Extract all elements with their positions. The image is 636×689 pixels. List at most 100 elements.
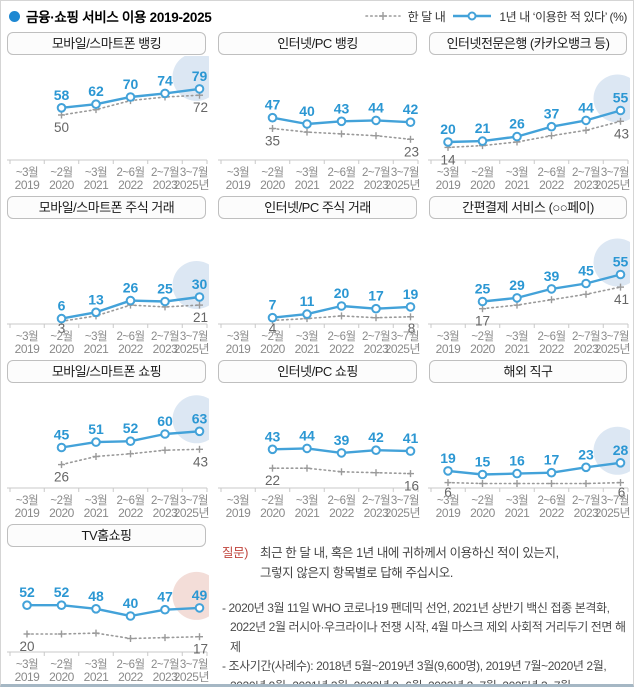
svg-text:~3월: ~3월 [437, 330, 459, 343]
svg-text:2020: 2020 [49, 670, 75, 684]
svg-text:2023: 2023 [152, 178, 178, 192]
svg-text:3~7월: 3~7월 [601, 494, 629, 507]
chart-card-mobile-shopping: 모바일/스마트폰 쇼핑 45 51 52 60 63 26 43 ~3월 ~2월 ~3월 2~6월 2… [1, 357, 212, 521]
chart-title: 모바일/스마트폰 주식 거래 [7, 196, 206, 219]
svg-text:2020: 2020 [470, 342, 496, 356]
svg-text:14: 14 [440, 152, 456, 167]
svg-text:3~7월: 3~7월 [601, 330, 629, 343]
svg-text:28: 28 [613, 442, 629, 458]
svg-text:3~7월: 3~7월 [390, 330, 418, 343]
chart-title: 인터넷/PC 주식 거래 [218, 196, 417, 219]
svg-text:25: 25 [475, 281, 491, 297]
svg-text:2023: 2023 [574, 178, 600, 192]
svg-text:60: 60 [157, 413, 173, 429]
chart-card-internet-only-bank: 인터넷전문은행 (카카오뱅크 등) 20 21 26 37 44 55 14 43 ~3월 ~2월… [423, 29, 633, 193]
svg-text:~2월: ~2월 [471, 330, 493, 343]
note-line: 2020년 9월~2021년 3월, 2022년 2~6월, 2023년 2~7… [230, 678, 571, 687]
svg-text:55: 55 [613, 254, 629, 270]
legend-label-month: 한 달 내 [407, 9, 446, 24]
svg-text:3~7월: 3~7월 [390, 494, 418, 507]
svg-text:~3월: ~3월 [15, 658, 37, 671]
svg-text:62: 62 [88, 83, 104, 99]
svg-text:2019: 2019 [436, 506, 462, 520]
svg-text:2~6월: 2~6월 [327, 166, 355, 179]
svg-text:2020: 2020 [260, 178, 286, 192]
svg-text:39: 39 [333, 432, 349, 448]
chart-plot-easy-payment: 25 29 39 45 55 17 41 ~3월 ~2월 ~3월 2~6월 2~7월 3~7월 2019 2… [428, 238, 630, 356]
svg-text:2021: 2021 [294, 342, 320, 356]
svg-text:26: 26 [53, 470, 68, 485]
svg-text:2~7월: 2~7월 [572, 166, 600, 179]
svg-text:~2월: ~2월 [261, 494, 283, 507]
svg-text:~2월: ~2월 [261, 330, 283, 343]
svg-text:2021: 2021 [83, 670, 109, 684]
svg-text:20: 20 [19, 639, 34, 654]
chart-plot-mobile-stock: 6 13 26 25 30 3 21 ~3월 ~2월 ~3월 2~6월 2~7월 3~7월 2019 202… [6, 261, 209, 356]
chart-card-overseas-direct-purchase: 해외 직구 19 15 16 17 23 28 6 6 ~3월 ~2월 ~3월 2~6월 2~7월 3~7… [423, 357, 633, 521]
svg-text:17: 17 [192, 642, 207, 657]
chart-title: 모바일/스마트폰 뱅킹 [7, 32, 206, 55]
svg-text:2~6월: 2~6월 [116, 658, 144, 671]
svg-text:2022: 2022 [539, 342, 565, 356]
svg-text:3~7월: 3~7월 [390, 166, 418, 179]
note-line: - 2020년 3월 11일 WHO 코로나19 팬데믹 선언, 2021년 상… [222, 601, 610, 615]
svg-text:2021: 2021 [505, 178, 531, 192]
svg-text:2020: 2020 [49, 506, 75, 520]
report-header: 금융·쇼핑 서비스 이용 2019-2025 한 달 내 1년 내 ‘이용한 적… [1, 1, 633, 29]
svg-text:~3월: ~3월 [226, 166, 248, 179]
svg-text:45: 45 [53, 427, 69, 443]
svg-text:~3월: ~3월 [295, 494, 317, 507]
svg-text:52: 52 [19, 584, 35, 600]
svg-text:~2월: ~2월 [261, 166, 283, 179]
svg-text:2025년: 2025년 [173, 342, 208, 356]
svg-text:2023: 2023 [363, 342, 389, 356]
svg-text:26: 26 [509, 116, 525, 132]
svg-text:2~7월: 2~7월 [150, 494, 178, 507]
svg-text:2021: 2021 [294, 506, 320, 520]
svg-text:~2월: ~2월 [50, 658, 72, 671]
svg-text:2021: 2021 [294, 178, 320, 192]
svg-text:21: 21 [475, 120, 491, 136]
legend-label-year: 1년 내 ‘이용한 적 있다’ (%) [499, 9, 627, 24]
svg-text:23: 23 [578, 446, 594, 462]
svg-text:2020: 2020 [49, 342, 75, 356]
svg-text:41: 41 [402, 430, 418, 446]
svg-text:44: 44 [578, 99, 594, 115]
svg-text:2019: 2019 [225, 506, 251, 520]
chart-card-mobile-banking: 모바일/스마트폰 뱅킹 58 62 70 74 79 50 72 ~3월 ~2월 ~3월 2~6월 2… [1, 29, 212, 193]
svg-text:2021: 2021 [83, 506, 109, 520]
svg-text:2~6월: 2~6월 [537, 166, 565, 179]
chart-plot-pc-banking: 47 40 43 44 42 35 23 ~3월 ~2월 ~3월 2~6월 2~7월 3~7월 2019 2… [217, 97, 420, 192]
chart-plot-tv-home-shopping: 52 52 48 40 47 49 20 17 ~3월 ~2월 ~3월 2~6월 2~7월 3~7월 201… [6, 571, 209, 684]
svg-text:3~7월: 3~7월 [179, 658, 207, 671]
svg-text:~3월: ~3월 [84, 166, 106, 179]
svg-text:2025년: 2025년 [173, 178, 208, 192]
svg-text:4: 4 [268, 321, 276, 336]
chart-plot-pc-shopping: 43 44 39 42 41 22 16 ~3월 ~2월 ~3월 2~6월 2~7월 3~7월 2019 2… [217, 427, 420, 520]
svg-text:42: 42 [368, 429, 384, 445]
svg-text:~3월: ~3월 [506, 494, 528, 507]
chart-plot-mobile-banking: 58 62 70 74 79 50 72 ~3월 ~2월 ~3월 2~6월 2~7월 3~7월 2019 2… [6, 56, 209, 192]
svg-text:2~6월: 2~6월 [116, 330, 144, 343]
svg-text:2022: 2022 [329, 506, 355, 520]
svg-text:2025년: 2025년 [595, 506, 630, 520]
svg-text:2022: 2022 [539, 178, 565, 192]
svg-text:20: 20 [333, 285, 349, 301]
chart-title: 인터넷전문은행 (카카오뱅크 등) [429, 32, 627, 55]
svg-text:2019: 2019 [436, 342, 462, 356]
svg-text:6: 6 [57, 298, 65, 314]
svg-text:~3월: ~3월 [506, 166, 528, 179]
svg-text:6: 6 [618, 485, 626, 500]
survey-notes: - 2020년 3월 11일 WHO 코로나19 팬데믹 선언, 2021년 상… [222, 599, 627, 687]
svg-text:48: 48 [88, 588, 104, 604]
svg-text:~3월: ~3월 [84, 658, 106, 671]
chart-plot-pc-stock: 7 11 20 17 19 4 8 ~3월 ~2월 ~3월 2~6월 2~7월 3~7월 2019 2020… [217, 285, 420, 356]
svg-text:2~7월: 2~7월 [361, 494, 389, 507]
svg-text:2~6월: 2~6월 [537, 494, 565, 507]
svg-text:~3월: ~3월 [226, 330, 248, 343]
chart-card-tv-home-shopping: TV홈쇼핑 52 52 48 40 47 49 20 17 ~3월 ~2월 ~3월 2~6월 2~7월 3… [1, 521, 212, 684]
question-prefix: 질문) [222, 546, 248, 560]
svg-text:47: 47 [264, 97, 280, 113]
svg-text:50: 50 [53, 120, 68, 135]
